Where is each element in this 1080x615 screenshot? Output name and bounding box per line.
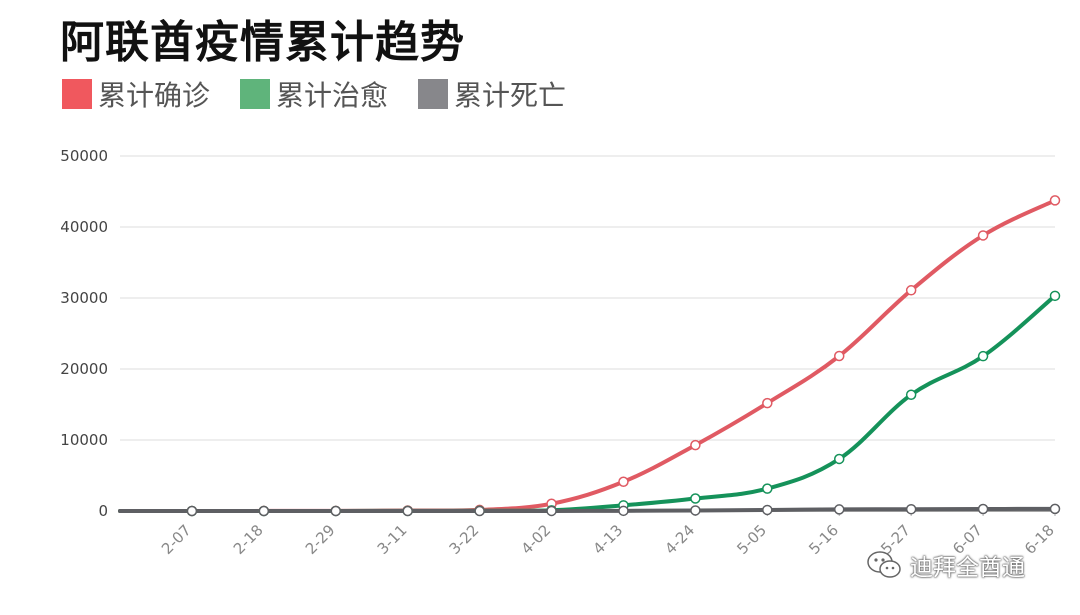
- point-deaths: [977, 503, 989, 515]
- point-deaths: [402, 505, 413, 517]
- x-tick-label: 6-18: [1021, 521, 1058, 558]
- legend-swatch-recovered: [240, 79, 271, 109]
- wechat-icon: [867, 551, 901, 578]
- point-deaths: [905, 503, 917, 515]
- x-tick-label: 2-07: [158, 521, 195, 558]
- legend-swatch-deaths: [418, 79, 449, 109]
- legend-item-confirmed[interactable]: 累计确诊: [62, 74, 210, 114]
- y-tick-label: 10000: [60, 431, 108, 449]
- point-recovered: [905, 389, 917, 401]
- point-deaths: [330, 505, 342, 517]
- legend-swatch-confirmed: [62, 79, 92, 109]
- y-tick-label: 40000: [60, 218, 108, 236]
- chart-title: 阿联酋疫情累计趋势: [60, 17, 465, 68]
- watermark: 迪拜全酋通: [866, 548, 1025, 582]
- x-tick-label: 5-16: [805, 521, 842, 558]
- x-tick-label: 3-11: [374, 521, 411, 558]
- y-tick-label: 0: [98, 502, 108, 520]
- point-recovered: [690, 493, 701, 504]
- y-tick-label: 20000: [60, 360, 108, 378]
- point-confirmed: [690, 439, 701, 451]
- point-deaths: [690, 505, 701, 516]
- point-deaths: [618, 505, 629, 517]
- point-confirmed: [1049, 195, 1061, 206]
- legend-label-confirmed: 累计确诊: [98, 79, 211, 112]
- legend-item-recovered[interactable]: 累计治愈: [240, 74, 388, 114]
- point-deaths: [546, 505, 557, 517]
- y-tick-label: 50000: [60, 147, 108, 165]
- x-tick-label: 2-18: [230, 521, 267, 558]
- series-line-recovered: [118, 293, 1057, 513]
- point-recovered: [977, 350, 989, 362]
- point-deaths: [762, 504, 773, 516]
- point-deaths: [1049, 503, 1061, 515]
- point-confirmed: [762, 397, 773, 409]
- point-deaths: [474, 505, 485, 517]
- point-recovered: [1049, 290, 1061, 302]
- watermark-text: 迪拜全酋通: [910, 555, 1025, 581]
- legend-item-deaths[interactable]: 累计死亡: [418, 74, 566, 114]
- legend-label-deaths: 累计死亡: [454, 79, 567, 112]
- point-confirmed: [833, 350, 845, 362]
- x-tick-label: 4-24: [661, 521, 698, 558]
- point-deaths: [186, 505, 198, 517]
- series-lines: [118, 198, 1057, 513]
- x-tick-label: 2-29: [302, 521, 339, 558]
- point-recovered: [762, 483, 773, 494]
- legend-label-recovered: 累计治愈: [276, 79, 389, 112]
- x-tick-label: 5-05: [733, 521, 770, 558]
- point-deaths: [833, 504, 845, 515]
- x-tick-label: 4-02: [518, 521, 555, 558]
- series-line-confirmed: [118, 198, 1057, 513]
- legend: 累计确诊 累计治愈 累计死亡: [62, 74, 596, 114]
- point-confirmed: [905, 285, 917, 296]
- grid-lines: [120, 155, 1055, 512]
- series-points: [186, 195, 1061, 517]
- point-confirmed: [618, 476, 629, 487]
- point-confirmed: [977, 230, 989, 241]
- point-recovered: [833, 453, 845, 465]
- series-line-deaths: [118, 506, 1057, 513]
- x-tick-label: 3-22: [446, 521, 483, 558]
- point-deaths: [258, 505, 270, 517]
- x-tick-label: 4-13: [589, 521, 626, 558]
- y-axis-ticks: 0 10000 20000 30000 40000 50000: [60, 147, 108, 520]
- y-tick-label: 30000: [60, 289, 108, 307]
